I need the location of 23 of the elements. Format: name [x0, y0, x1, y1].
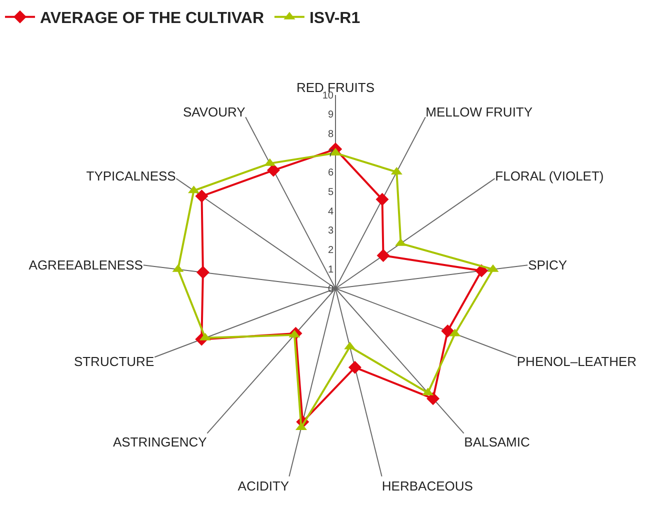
spoke-label: BALSAMIC [464, 434, 530, 450]
spoke-label: FLORAL (VIOLET) [495, 168, 604, 184]
spoke-label: AGREEABLENESS [28, 257, 144, 272]
y-tick-label: 3 [328, 226, 334, 237]
y-tick-label: 4 [328, 206, 334, 218]
y-tick-label: 5 [328, 187, 334, 198]
spoke-label: ACIDITY [238, 478, 290, 494]
legend-label: ISV-R1 [309, 10, 360, 28]
spoke-label: PHENOL–LEATHER [516, 354, 637, 370]
legend-label: AVERAGE OF THE CULTIVAR [40, 10, 264, 28]
y-tick-label: 1 [328, 264, 334, 276]
spoke-label: ASTRINGENCY [112, 434, 208, 450]
y-tick-label: 2 [328, 245, 334, 256]
spoke-label: SAVOURY [182, 104, 246, 120]
y-tick-label: 0 [328, 284, 334, 295]
y-tick-label: 8 [328, 128, 334, 140]
spoke-label: STRUCTURE [74, 354, 154, 370]
y-tick-label: 6 [328, 168, 334, 179]
spoke-label: MELLOW FRUITY [426, 104, 533, 120]
y-tick-label: 9 [328, 110, 334, 121]
spoke-label: HERBACEOUS [382, 478, 474, 494]
spoke-label: TYPICALNESS [86, 168, 176, 184]
spoke-label: SPICY [528, 257, 568, 272]
